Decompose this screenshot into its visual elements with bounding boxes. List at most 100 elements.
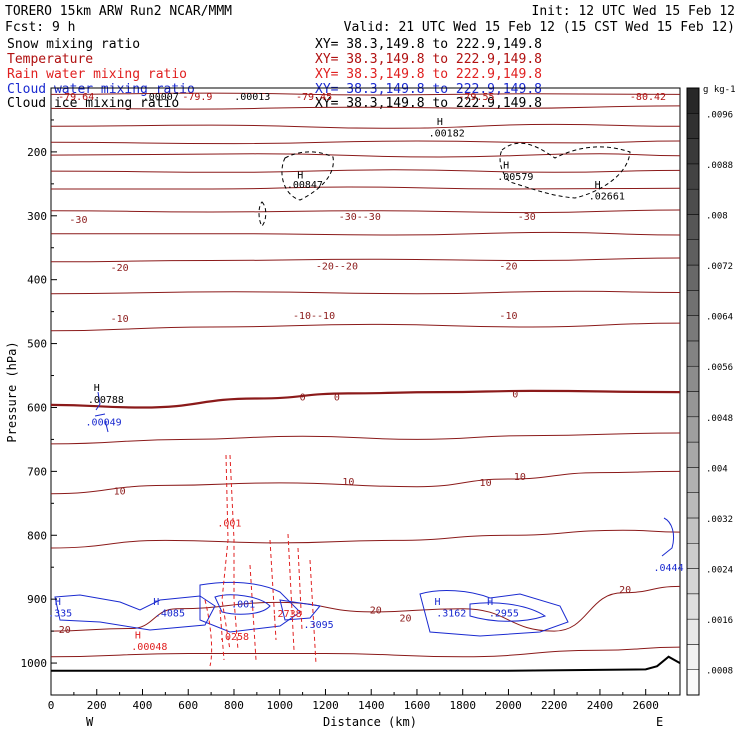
x-tick-label: 1400 bbox=[358, 699, 385, 712]
top-field-label: -79.45 bbox=[296, 92, 332, 103]
colorbar-swatch bbox=[686, 669, 700, 696]
east-label: E bbox=[656, 715, 663, 729]
colorbar-swatch bbox=[686, 416, 700, 443]
temperature-contour bbox=[50, 389, 681, 409]
x-tick-label: 1800 bbox=[449, 699, 476, 712]
colorbar-tick-label: .0096 bbox=[706, 110, 733, 120]
x-tick-label: 0 bbox=[48, 699, 55, 712]
colorbar-swatch bbox=[686, 87, 700, 114]
x-tick-label: 600 bbox=[178, 699, 198, 712]
temperature-contour bbox=[50, 92, 681, 96]
forecast-hour: Fcst: 9 h bbox=[5, 20, 75, 35]
extremum-label: H bbox=[503, 161, 509, 172]
extremum-label: .001 bbox=[231, 600, 255, 611]
temperature-contour bbox=[51, 231, 681, 236]
temperature-contour bbox=[50, 123, 681, 129]
colorbar-swatch bbox=[686, 290, 700, 316]
colorbar-tick-label: .0056 bbox=[706, 363, 733, 373]
extremum-label: .001 bbox=[217, 518, 241, 529]
temperature-contour bbox=[50, 257, 681, 263]
x-axis-title: Distance (km) bbox=[323, 715, 417, 729]
colorbar-swatch bbox=[686, 113, 700, 139]
axes: 0 200 400 600 800 1000 1200 1400 1600 1800 2000 220… bbox=[21, 119, 670, 712]
temperature-contour bbox=[50, 105, 681, 110]
extremum-label: H bbox=[435, 597, 441, 608]
colorbar-tick-label: .0016 bbox=[706, 616, 733, 626]
x-tick-label: 400 bbox=[133, 699, 153, 712]
contour-label: -20--20 bbox=[316, 262, 358, 273]
x-tick-label: 2600 bbox=[632, 699, 659, 712]
extremum-label: .3095 bbox=[304, 620, 334, 631]
x-tick-label: 1600 bbox=[404, 699, 431, 712]
contour-label: -10 bbox=[499, 311, 517, 322]
x-tick-label: 200 bbox=[87, 699, 107, 712]
temperature-contour bbox=[50, 646, 681, 658]
extremum-label: .0258 bbox=[219, 632, 249, 643]
colorbar-tick-label: .0088 bbox=[706, 161, 733, 171]
y-tick-label: 500 bbox=[27, 338, 47, 351]
extremum-label: H bbox=[153, 597, 159, 608]
west-label: W bbox=[86, 715, 94, 729]
temperature-contour bbox=[50, 585, 681, 632]
colorbar-swatch bbox=[686, 239, 700, 266]
extremum-label: H bbox=[437, 117, 443, 128]
field-label-snow: Snow mixing ratio bbox=[7, 37, 140, 52]
temperature-contour bbox=[50, 209, 681, 214]
field-label-temperature: Temperature bbox=[7, 52, 93, 67]
extremum-label: .335 bbox=[48, 609, 72, 620]
contour-label: -30 bbox=[518, 212, 536, 223]
extremum-label: .00847 bbox=[287, 180, 323, 191]
extremum-label: .4085 bbox=[155, 609, 185, 620]
top-field-label: .00013 bbox=[234, 92, 270, 103]
x-tick-label: 800 bbox=[224, 699, 244, 712]
temperature-contour bbox=[50, 529, 681, 549]
temperature-contour bbox=[50, 322, 681, 332]
contour-label: 10 bbox=[342, 477, 354, 488]
temperature-contour bbox=[50, 290, 681, 295]
temperature-contour bbox=[50, 186, 681, 190]
field-xy-rain: XY= 38.3,149.8 to 222.9,149.8 bbox=[315, 67, 542, 82]
colorbar-swatch bbox=[686, 644, 700, 670]
top-field-label: -80.42 bbox=[630, 92, 666, 103]
colorbar-swatch bbox=[686, 340, 700, 367]
field-xy-snow: XY= 38.3,149.8 to 222.9,149.8 bbox=[315, 37, 542, 52]
temperature-contour bbox=[50, 153, 681, 158]
extremum-label: .00788 bbox=[88, 395, 124, 406]
colorbar-swatch bbox=[686, 492, 700, 519]
top-field-label: .00007 bbox=[143, 92, 179, 103]
contour-label: -20 bbox=[111, 263, 129, 274]
top-field-label: -79.55 bbox=[458, 92, 494, 103]
colorbar-swatch bbox=[686, 467, 700, 493]
field-extrema-labels: H.00182H.00847H.00579H.02661H.00788.0004… bbox=[48, 117, 684, 653]
field-xy-cloud-water: XY= 38.3,149.8 to 222.9,149.8 bbox=[315, 82, 542, 97]
temperature-contour bbox=[50, 169, 681, 173]
contour-label: 10 bbox=[480, 478, 492, 489]
top-field-label: -79.9 bbox=[182, 92, 212, 103]
x-tick-label: 1200 bbox=[312, 699, 339, 712]
colorbar-swatch bbox=[686, 138, 700, 165]
extremum-label: .00048 bbox=[131, 642, 167, 653]
extremum-label: H bbox=[487, 597, 493, 608]
field-xy-temperature: XY= 38.3,149.8 to 222.9,149.8 bbox=[315, 52, 542, 67]
colorbar-swatch bbox=[686, 391, 700, 418]
contour-label: 0 bbox=[300, 393, 306, 404]
colorbar-swatch bbox=[686, 517, 700, 544]
colorbar-tick-label: .004 bbox=[706, 464, 728, 474]
y-axis-title: Pressure (hPa) bbox=[5, 341, 19, 442]
colorbar-tick-label: .0032 bbox=[706, 515, 733, 525]
contour-label: 20 bbox=[400, 614, 412, 625]
y-tick-label: 600 bbox=[27, 401, 47, 414]
temperature-contours bbox=[50, 92, 681, 658]
y-tick-label: 700 bbox=[27, 465, 47, 478]
colorbar-tick-label: .0024 bbox=[706, 566, 733, 576]
y-tick-label: 300 bbox=[27, 210, 47, 223]
temperature-contour bbox=[50, 432, 681, 445]
terrain-polyline bbox=[51, 655, 681, 672]
terrain-line bbox=[51, 655, 681, 672]
colorbar-swatch bbox=[686, 365, 700, 392]
extremum-label: .2738 bbox=[272, 609, 302, 620]
extremum-label: .02661 bbox=[589, 191, 625, 202]
colorbar-swatch bbox=[686, 188, 700, 215]
contour-label: 10 bbox=[114, 487, 126, 498]
